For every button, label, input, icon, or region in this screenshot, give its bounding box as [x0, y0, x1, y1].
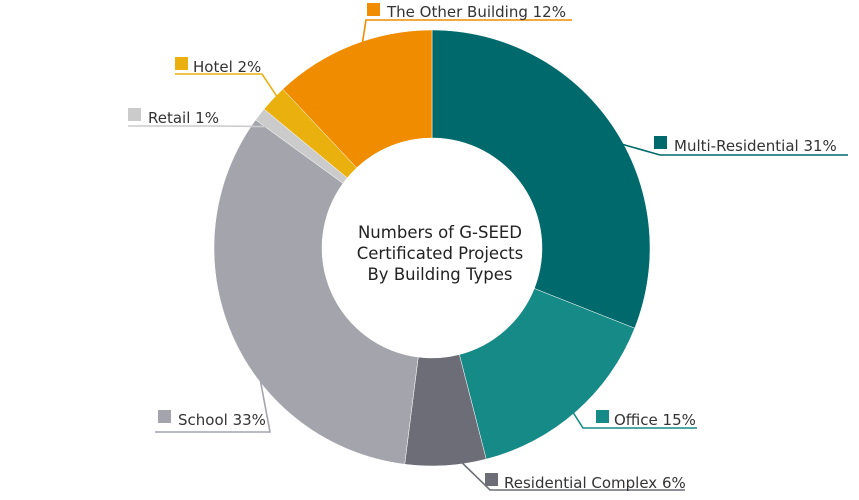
- leader-line-the-other-building: [358, 19, 572, 65]
- leader-line-retail: [128, 125, 276, 128]
- chart-title: Numbers of G-SEED Certificated Projects …: [325, 222, 555, 285]
- legend-swatch-office: [596, 410, 609, 423]
- slice-label-residential-complex: Residential Complex 6%: [504, 474, 686, 492]
- slice-the-other-building: [282, 29, 433, 169]
- leader-line-hotel: [175, 73, 289, 113]
- leader-line-residential-complex: [443, 445, 685, 491]
- slice-label-hotel: Hotel 2%: [193, 58, 261, 76]
- chart-title-line-1: Numbers of G-SEED: [357, 223, 523, 242]
- leader-line-school: [155, 326, 271, 433]
- chart-title-line-2: Certificated Projects: [356, 244, 524, 263]
- slice-label-school: School 33%: [178, 411, 266, 429]
- legend-swatch-retail: [128, 108, 141, 121]
- slice-label-the-other-building: The Other Building 12%: [386, 3, 566, 21]
- slice-label-multi-residential: Multi-Residential 31%: [674, 137, 837, 155]
- leader-line-multi-residential: [595, 135, 848, 156]
- legend-swatch-hotel: [175, 57, 188, 70]
- leader-line-office: [562, 396, 697, 429]
- slice-label-office: Office 15%: [614, 411, 696, 429]
- legend-swatch-residential-complex: [485, 473, 498, 486]
- legend-swatch-multi-residential: [654, 136, 667, 149]
- legend-swatch-the-other-building: [367, 3, 380, 16]
- donut-hole: [322, 138, 542, 358]
- chart-title-line-3: By Building Types: [367, 265, 513, 284]
- slice-label-retail: Retail 1%: [148, 109, 219, 127]
- legend-swatch-school: [158, 410, 171, 423]
